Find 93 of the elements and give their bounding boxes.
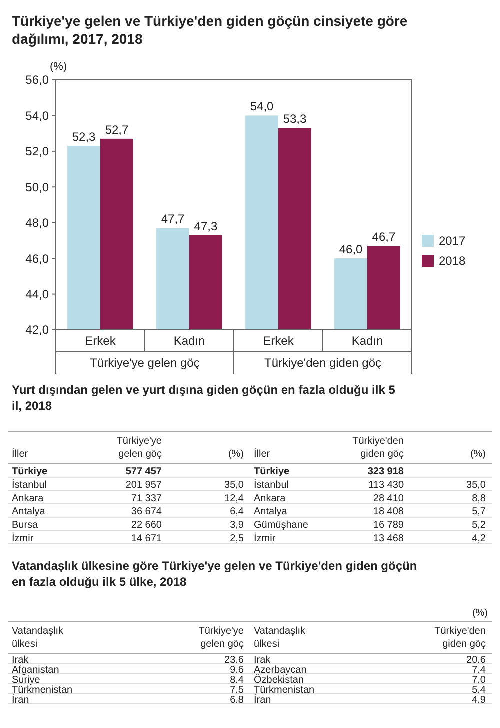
legend-label: 2018 [439, 254, 466, 268]
y-tick-label: 46,0 [26, 252, 50, 266]
text: Afganistan [12, 665, 60, 676]
text: 3,9 [230, 520, 244, 531]
text: Ankara [12, 493, 44, 504]
category-label: (%) [228, 449, 244, 460]
category-label: Türkiye'den giden göç [352, 436, 404, 460]
text: 4,9 [472, 695, 486, 706]
category-label: (%) [470, 449, 486, 460]
text: Antalya [12, 506, 46, 518]
data-label: 53,3 [283, 112, 307, 126]
text: 7,0 [472, 675, 486, 686]
text: 35,0 [466, 480, 486, 491]
data-label: 47,3 [194, 219, 218, 234]
text: 5,2 [472, 520, 486, 531]
text: Antalya [254, 506, 288, 518]
y-tick-label: 48,0 [26, 216, 50, 230]
text: 23,6 [224, 655, 244, 666]
text: 9,6 [230, 665, 244, 676]
category-label: Vatandaşlık ülkesi [12, 626, 65, 650]
text: İstanbul [254, 480, 290, 491]
text: Yurt dışından gelen ve yurt dışına giden göçün en fazla olduğu ilk 5 il, 2018 [12, 383, 396, 413]
text: 113 430 [368, 480, 404, 491]
text: İzmir [12, 533, 34, 544]
y-tick-label: 54,0 [26, 108, 50, 123]
data-label: 52,3 [72, 130, 96, 144]
x-tick-label: Kadın [352, 334, 384, 348]
text: Vatandaşlık ülkesine göre Türkiye'ye gelen ve Türkiye'den giden göçün en fazla olduğu ilk 5 ülke, 2018 [12, 559, 418, 589]
text: Türkmenistan [254, 685, 315, 696]
text: 12,4 [224, 493, 244, 504]
text: İran [12, 695, 30, 706]
y-tick-label: 56,0 [26, 73, 50, 88]
category-label: Türkiye'den giden göç [434, 626, 486, 650]
text: 16 789 [373, 520, 404, 531]
data-label: 54,0 [250, 100, 274, 114]
text: Özbekistan [254, 675, 304, 686]
x-tick-label: Erkek [85, 334, 117, 348]
category-label: İller [12, 448, 29, 460]
text: Türkiye [254, 466, 290, 478]
text: Gümüşhane [254, 520, 308, 531]
category-label: Türkiye'ye gelen göç [116, 436, 162, 460]
data-label: 52,7 [105, 122, 129, 137]
text: 323 918 [368, 466, 404, 478]
text: 2,5 [230, 533, 244, 544]
text: İstanbul [12, 480, 48, 491]
text: Irak [254, 655, 271, 666]
x-tick-label: Erkek [263, 334, 295, 348]
text: İzmir [254, 533, 276, 544]
text: 13 468 [373, 533, 404, 544]
category-label: Türkiye'ye gelen göç [198, 626, 244, 650]
x-tick-label: Kadın [174, 334, 206, 348]
data-label: 47,7 [161, 212, 186, 226]
legend-label: 2017 [439, 234, 466, 248]
data-label: 46,7 [372, 230, 396, 244]
text: 14 671 [131, 533, 162, 544]
text: Bursa [12, 520, 38, 531]
text: 71 337 [131, 493, 162, 504]
text: 22 660 [131, 520, 162, 531]
text: 18 408 [373, 506, 404, 518]
text: 8,4 [230, 675, 244, 686]
y-tick-label: 42,0 [26, 323, 50, 338]
y-axis-title: (%) [50, 61, 68, 73]
text: 7,4 [472, 665, 486, 676]
text: 20,6 [466, 655, 486, 666]
text: Türkiye [12, 466, 48, 478]
y-tick-label: 50,0 [26, 180, 50, 194]
text: Türkiye'den giden göç [264, 356, 382, 370]
text: 28 410 [373, 493, 404, 504]
text: 201 957 [126, 480, 162, 491]
text: (%) [472, 608, 488, 619]
text: Irak [12, 655, 29, 666]
text: 6,8 [230, 695, 244, 706]
text: 8,8 [472, 493, 486, 504]
text: Suriye [12, 675, 40, 686]
text: 6,4 [230, 506, 244, 518]
text: Azerbaycan [254, 665, 307, 676]
text: Ankara [254, 493, 286, 504]
text: 35,0 [224, 480, 244, 491]
chart-title: Türkiye'ye gelen ve Türkiye'den giden göçün cinsiyete göre dağılımı, 2017, 2018 [12, 13, 408, 47]
text: 5,4 [472, 685, 486, 696]
text: 5,7 [472, 506, 486, 518]
category-label: İller [254, 448, 271, 460]
data-label: 46,0 [339, 242, 364, 257]
text: İran [254, 695, 272, 706]
text: 4,2 [472, 533, 486, 544]
y-tick-label: 52,0 [26, 144, 50, 159]
text: 7,5 [230, 685, 244, 696]
y-tick-label: 44,0 [26, 287, 50, 302]
text: Türkiye'ye gelen göç [90, 356, 200, 370]
text: 36 674 [131, 506, 162, 518]
text: 577 457 [126, 466, 162, 478]
text: Türkmenistan [12, 685, 73, 696]
category-label: Vatandaşlık ülkesi [254, 626, 307, 650]
